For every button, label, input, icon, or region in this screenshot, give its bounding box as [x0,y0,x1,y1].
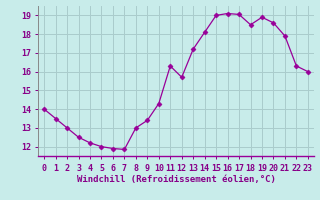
X-axis label: Windchill (Refroidissement éolien,°C): Windchill (Refroidissement éolien,°C) [76,175,276,184]
